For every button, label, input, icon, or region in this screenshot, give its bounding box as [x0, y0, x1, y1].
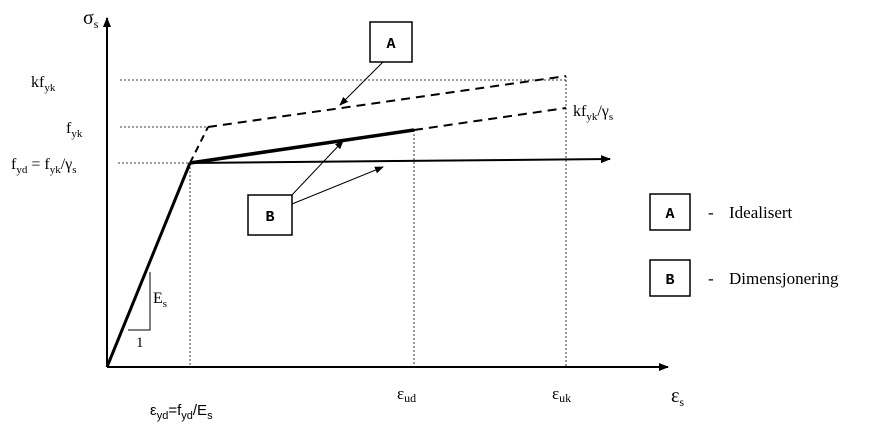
y-axis-label: σs [83, 7, 99, 31]
callout-a-box [369, 21, 413, 63]
legend-item-b: B - Dimensjonering [649, 259, 839, 297]
modulus-label: Es [153, 290, 167, 310]
legend: A - Idealisert B - Dimensjonering [649, 193, 839, 297]
legend-a-box [649, 193, 691, 231]
legend-a-label: Idealisert [729, 203, 793, 222]
kfyk-gamma-label: kfyk/γs [573, 103, 613, 123]
legend-b-box [649, 259, 691, 297]
x-tick-eud: εud [397, 384, 416, 405]
callout-a-arrow [339, 61, 384, 106]
legend-a-key: A [665, 206, 674, 223]
x-tick-euk: εuk [552, 384, 571, 405]
legend-a-dash: - [708, 203, 714, 222]
idealized-hardening-line [207, 75, 567, 128]
legend-b-key: B [665, 272, 674, 289]
slope-run-label: 1 [136, 335, 144, 351]
x-tick-eyd: εyd=fyd/Es [150, 402, 213, 422]
callout-b-arrow-lower [291, 166, 384, 205]
elastic-branch-line [105, 162, 192, 368]
legend-b-label: Dimensjonering [729, 269, 839, 288]
legend-item-a: A - Idealisert [649, 193, 793, 231]
design-horizontal-line [189, 155, 611, 164]
legend-b-dash: - [708, 269, 714, 288]
slope-triangle [128, 272, 151, 331]
y-tick-fyd: fyd = fyk/γs [11, 156, 76, 176]
callout-b-arrow-upper [290, 140, 344, 197]
callout-b-label: B [265, 209, 274, 226]
y-tick-fyk: fyk [66, 120, 83, 140]
design-hardening-line [189, 128, 415, 165]
x-axis-label: εs [671, 385, 684, 409]
idealized-transition-line [189, 126, 209, 164]
callout-b-box [247, 194, 293, 236]
design-hardening-extension-line [413, 107, 567, 131]
y-tick-kfyk: kfyk [31, 74, 56, 94]
callout-a-label: A [386, 36, 395, 53]
